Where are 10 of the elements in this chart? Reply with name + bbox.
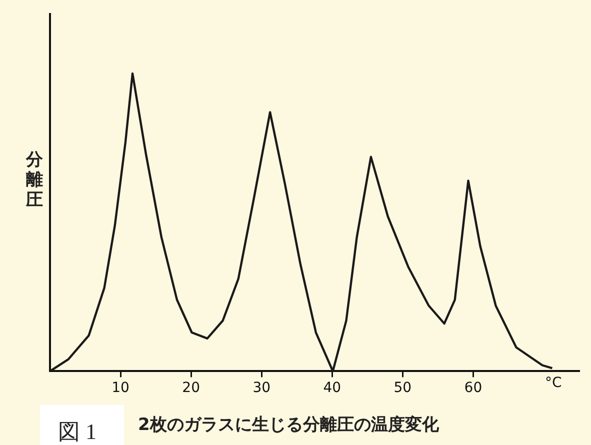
text: 2枚のガラスに生じる分離圧の温度変化 (138, 414, 439, 436)
x-tick-label: 30 (252, 380, 271, 396)
x-tick-label: 60 (464, 380, 482, 396)
x-tick-label: 20 (182, 380, 200, 396)
x-tick-label: 40 (323, 380, 342, 396)
x-axis-title: °C (545, 375, 562, 391)
y-axis-title: 分離圧 (26, 150, 44, 210)
caption: 図 1 (40, 405, 124, 445)
x-tick-label: 10 (112, 380, 130, 396)
x-tick-label: 50 (394, 380, 412, 396)
